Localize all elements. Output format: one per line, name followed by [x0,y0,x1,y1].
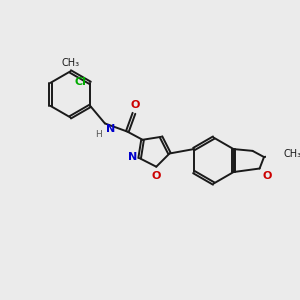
Text: O: O [262,171,272,181]
Text: N: N [106,124,115,134]
Text: O: O [130,100,140,110]
Text: CH₃: CH₃ [284,149,300,159]
Text: Cl: Cl [75,77,87,87]
Text: O: O [152,171,161,181]
Text: CH₃: CH₃ [61,58,79,68]
Text: H: H [95,130,102,139]
Text: N: N [128,152,137,162]
